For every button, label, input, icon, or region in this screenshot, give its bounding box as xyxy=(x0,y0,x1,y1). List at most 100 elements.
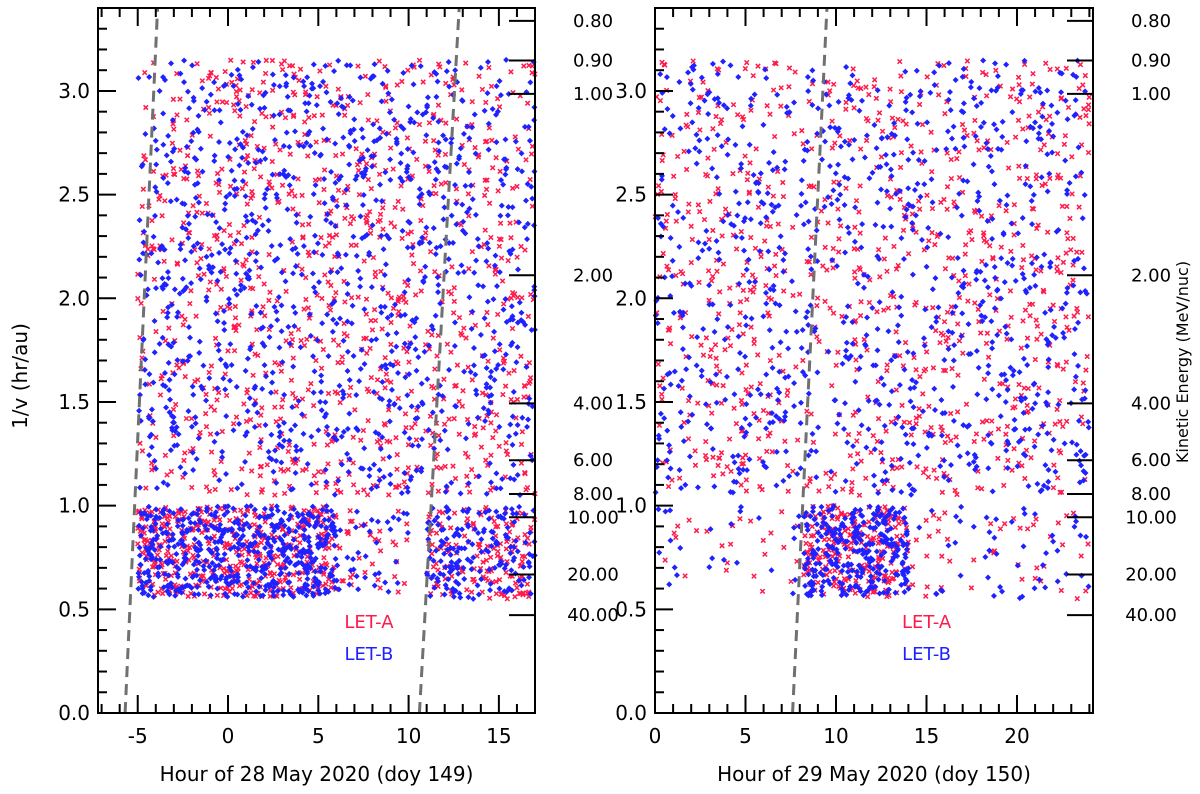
let-b-point xyxy=(344,280,351,287)
let-b-point xyxy=(804,138,811,145)
let-b-point xyxy=(142,131,149,138)
let-a-point xyxy=(1083,367,1089,373)
let-a-point xyxy=(1063,250,1069,256)
let-b-point xyxy=(475,243,482,250)
let-b-point xyxy=(505,91,512,98)
let-b-point xyxy=(194,240,201,247)
let-a-point xyxy=(984,330,991,336)
let-a-point xyxy=(722,206,729,212)
let-a-point xyxy=(335,342,342,348)
let-a-point xyxy=(305,221,312,227)
let-b-point xyxy=(476,568,483,575)
let-b-point xyxy=(295,397,302,404)
let-b-point xyxy=(393,558,400,565)
let-b-point xyxy=(292,470,299,477)
let-b-point xyxy=(323,423,330,430)
energy-tick-label: 20.00 xyxy=(567,564,619,585)
let-b-point xyxy=(452,67,459,74)
let-b-point xyxy=(379,285,386,292)
let-a-point xyxy=(361,335,367,342)
let-b-point xyxy=(311,249,318,256)
let-b-point xyxy=(351,138,358,145)
let-b-point xyxy=(183,143,190,150)
let-a-point xyxy=(930,304,936,311)
let-b-point xyxy=(378,232,385,239)
let-b-point xyxy=(669,202,676,209)
let-b-point xyxy=(492,252,499,259)
let-b-point xyxy=(145,547,152,554)
let-b-point xyxy=(276,171,283,178)
let-b-point xyxy=(261,505,268,512)
let-a-point xyxy=(231,323,238,329)
let-b-point xyxy=(475,282,482,289)
let-a-point xyxy=(482,227,488,233)
let-a-point xyxy=(296,77,302,84)
let-b-point xyxy=(456,532,463,539)
let-a-point xyxy=(700,79,706,85)
let-a-point xyxy=(526,380,532,387)
let-b-point xyxy=(334,269,341,276)
let-b-point xyxy=(410,149,417,156)
let-a-point xyxy=(143,104,149,111)
let-a-point xyxy=(843,185,849,192)
let-b-point xyxy=(1045,356,1052,363)
let-a-point xyxy=(816,338,822,345)
let-a-point xyxy=(237,87,243,93)
let-b-point xyxy=(221,327,228,334)
let-a-point xyxy=(334,487,341,494)
let-a-point xyxy=(299,467,306,474)
let-b-point xyxy=(300,78,307,85)
let-a-point xyxy=(290,571,297,578)
let-a-point xyxy=(243,103,249,110)
let-b-point xyxy=(657,71,664,78)
let-b-point xyxy=(464,209,471,216)
let-a-point xyxy=(804,408,810,414)
let-b-point xyxy=(243,234,250,241)
let-a-point xyxy=(394,120,400,126)
let-a-point xyxy=(295,176,301,182)
let-b-point xyxy=(279,443,286,450)
let-b-point xyxy=(448,140,455,147)
let-b-point xyxy=(318,378,325,385)
let-b-point xyxy=(224,508,231,515)
let-a-point xyxy=(434,451,441,457)
let-b-point xyxy=(441,204,448,211)
let-b-point xyxy=(404,484,411,491)
let-a-point xyxy=(266,297,272,304)
let-a-point xyxy=(1051,318,1058,325)
let-b-point xyxy=(189,574,196,581)
let-b-point xyxy=(257,157,264,164)
let-b-point xyxy=(200,563,207,570)
let-b-point xyxy=(318,389,325,396)
let-a-point xyxy=(698,342,704,348)
let-b-point xyxy=(390,514,397,521)
let-a-point xyxy=(227,305,233,312)
let-b-point xyxy=(427,593,434,600)
let-b-point xyxy=(327,219,334,226)
let-a-point xyxy=(232,315,239,321)
let-a-point xyxy=(195,272,202,279)
let-a-point xyxy=(778,509,785,515)
let-a-point xyxy=(946,255,952,261)
let-a-point xyxy=(371,306,378,313)
let-b-point xyxy=(171,286,178,293)
let-b-point xyxy=(475,530,482,537)
let-b-point xyxy=(273,457,280,464)
let-a-point xyxy=(1035,109,1042,115)
let-a-point xyxy=(975,485,981,491)
let-a-point xyxy=(257,473,264,479)
let-a-point xyxy=(149,564,156,570)
let-b-point xyxy=(715,249,722,256)
let-b-point xyxy=(468,566,475,573)
let-a-point xyxy=(769,449,776,455)
let-b-point xyxy=(298,518,305,525)
let-a-point xyxy=(1065,104,1072,111)
let-a-point xyxy=(494,95,501,102)
let-a-point xyxy=(153,328,159,335)
let-a-point xyxy=(263,57,269,64)
let-a-point xyxy=(350,482,357,488)
let-a-point xyxy=(911,354,917,361)
let-a-point xyxy=(494,523,501,530)
let-a-point xyxy=(773,272,779,279)
let-b-point xyxy=(170,339,177,346)
